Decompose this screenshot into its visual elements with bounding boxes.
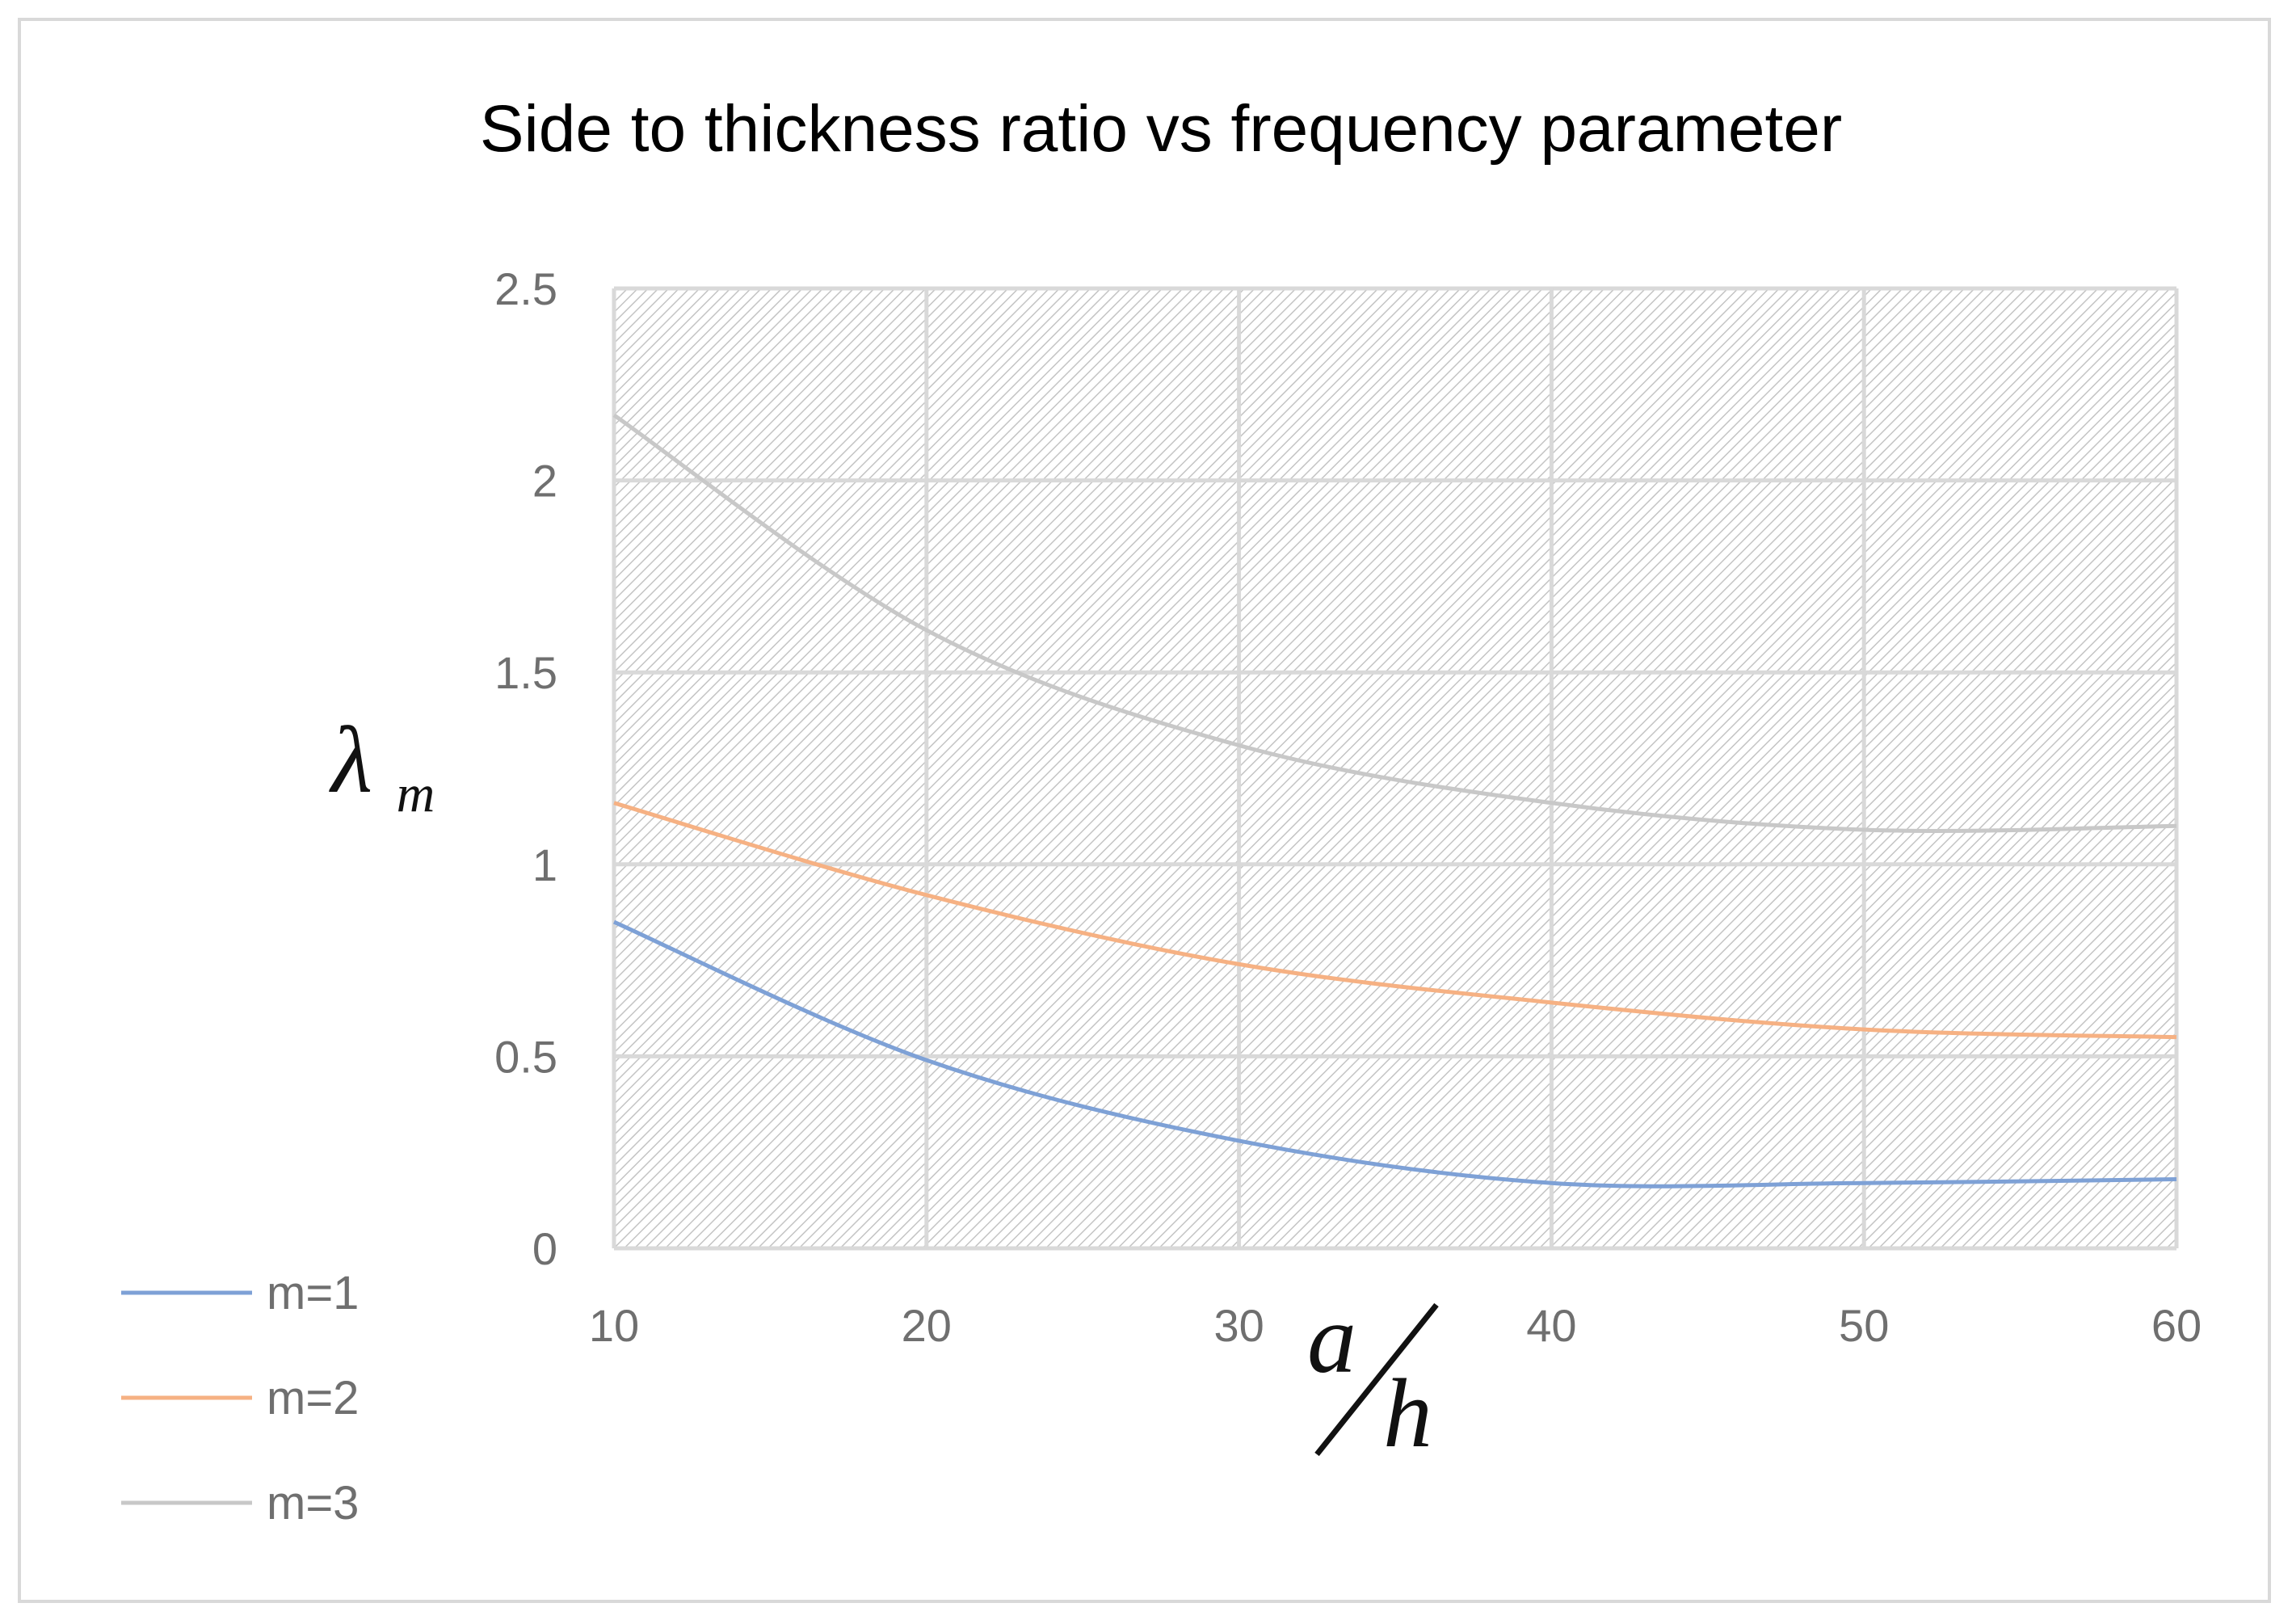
y-tick-label: 2 [532, 456, 557, 507]
x-axis-label-denominator: h [1383, 1359, 1432, 1468]
y-tick-label: 0.5 [494, 1031, 557, 1082]
x-tick-label: 30 [1213, 1300, 1264, 1351]
plot-area [614, 288, 2176, 1248]
x-axis-label-fraction-slash [1314, 1302, 1439, 1457]
y-axis-label: λ m [329, 707, 435, 823]
x-axis-label-numerator: a [1307, 1285, 1356, 1394]
y-tick-label: 1 [532, 839, 557, 890]
legend-label: m=3 [267, 1477, 359, 1529]
series-lines [612, 413, 2177, 1189]
x-tick-label: 20 [902, 1300, 952, 1351]
legend-item-m1: m=1 [121, 1267, 359, 1319]
y-tick-labels: 0 0.5 1 1.5 2 2.5 [494, 263, 557, 1274]
x-tick-label: 60 [2151, 1300, 2202, 1351]
x-tick-labels: 10 20 30 40 50 60 [589, 1300, 2202, 1351]
series-line-m2 [613, 801, 2177, 1040]
y-axis-label-symbol: λ [329, 707, 372, 813]
legend-item-m2: m=2 [121, 1372, 359, 1424]
svg-text:λ m: λ m [329, 707, 435, 823]
chart-title: Side to thickness ratio vs frequency par… [480, 92, 1842, 166]
series-line-m1 [612, 919, 2177, 1189]
x-axis-label: a h [1307, 1285, 1439, 1468]
legend: m=1 m=2 m=3 [121, 1267, 359, 1529]
x-tick-label: 50 [1839, 1300, 1889, 1351]
legend-label: m=2 [267, 1372, 359, 1424]
y-tick-label: 1.5 [494, 647, 557, 698]
y-axis-label-subscript: m [397, 764, 435, 823]
legend-label: m=1 [267, 1267, 359, 1319]
x-tick-label: 10 [589, 1300, 639, 1351]
x-tick-label: 40 [1526, 1300, 1576, 1351]
series-line-m3 [612, 413, 2177, 833]
grid-lines [612, 286, 2179, 1251]
legend-item-m3: m=3 [121, 1477, 359, 1529]
y-tick-label: 2.5 [494, 263, 557, 314]
y-tick-label: 0 [532, 1223, 557, 1274]
